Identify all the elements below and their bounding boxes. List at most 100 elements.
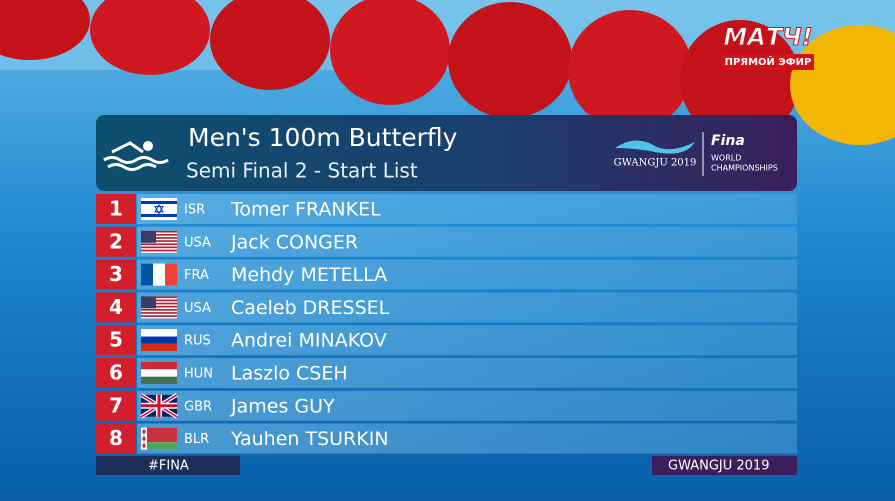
flag-part	[141, 249, 177, 252]
start-list-row: 3 FRA Mehdy METELLA	[96, 259, 797, 290]
athlete-name: Caeleb DRESSEL	[231, 297, 390, 319]
athlete-name: Jack CONGER	[230, 231, 358, 253]
lane-box	[96, 325, 136, 356]
flag-part	[141, 296, 177, 299]
lane-number: 8	[109, 426, 123, 450]
row-background	[137, 226, 797, 257]
flag-part	[141, 263, 153, 286]
row-background	[137, 194, 797, 224]
flag-part	[141, 237, 177, 239]
flag-part	[141, 230, 156, 243]
footer: #FINA GWANGJU 2019	[96, 456, 797, 475]
channel-status: ПРЯМОЙ ЭФИР	[725, 55, 812, 68]
lane-number: 5	[109, 328, 123, 352]
flag-part	[141, 296, 156, 309]
row-background	[137, 259, 797, 290]
country-code: USA	[184, 235, 211, 250]
athlete-name: Laszlo CSEH	[231, 363, 348, 385]
row-background	[137, 292, 797, 323]
flag-part	[141, 394, 177, 417]
flag	[141, 362, 177, 384]
flag-part	[141, 299, 177, 302]
flag-part	[165, 263, 177, 286]
start-list-row: 5 RUS Andrei MINAKOV	[96, 325, 797, 356]
brand-line: CHAMPIONSHIPS	[711, 164, 778, 173]
start-list-row: 6 HUN Laszlo CSEH	[96, 358, 797, 388]
lane-number: 6	[109, 361, 123, 385]
flag-part	[141, 329, 177, 337]
athlete-name: Yauhen TSURKIN	[230, 428, 389, 450]
event-name: GWANGJU 2019	[614, 158, 697, 169]
row-background	[137, 325, 797, 356]
country-code: RUS	[184, 334, 211, 349]
flag-part	[141, 246, 177, 249]
flag-part	[142, 428, 146, 449]
lane-number: 1	[109, 197, 123, 221]
brand-line: WORLD	[711, 154, 741, 163]
row-background	[137, 390, 797, 421]
event-logo: GWANGJU 2019 Fina WORLD CHAMPIONSHIPS	[614, 132, 778, 176]
flag-part	[141, 214, 177, 217]
flag-part	[141, 302, 177, 305]
athlete-name: Andrei MINAKOV	[231, 330, 387, 352]
lane-box	[96, 390, 136, 421]
flag-part	[141, 343, 177, 352]
footer-left: #FINA	[148, 459, 189, 474]
flag-part	[141, 442, 177, 450]
lane-number: 2	[109, 229, 123, 253]
flag	[139, 393, 179, 419]
lane-rope	[0, 0, 895, 145]
flag-part	[141, 369, 177, 377]
flag	[141, 427, 177, 450]
flag	[141, 198, 177, 220]
country-code: HUN	[184, 367, 213, 382]
flag-part	[154, 203, 164, 215]
start-list-row: 8 BLR Yauhen TSURKIN	[96, 423, 797, 454]
flag-part	[141, 243, 177, 246]
flag-part	[153, 263, 165, 286]
start-list-row: 7 GBR James GUY	[96, 390, 797, 421]
lane-box	[96, 358, 136, 388]
lane-number: 3	[109, 262, 123, 286]
start-list-row: 1 ISR Tomer FRANKEL	[96, 194, 797, 224]
flag-part	[141, 240, 177, 242]
lane-box	[96, 423, 136, 454]
lane-box	[96, 226, 136, 257]
footer-right: GWANGJU 2019	[668, 459, 769, 474]
start-list-row: 2 USA Jack CONGER	[96, 226, 797, 257]
flag-part	[141, 312, 177, 314]
country-code: GBR	[184, 399, 212, 414]
athlete-name: James GUY	[230, 395, 335, 417]
start-list-row: 4 USA Caeleb DRESSEL	[96, 292, 797, 323]
country-code: FRA	[184, 268, 209, 283]
lane-box	[96, 194, 136, 224]
title: Men's 100m Butterfly	[188, 123, 458, 152]
athlete-name: Mehdy METELLA	[231, 264, 387, 286]
row-background	[137, 423, 797, 454]
athlete-name: Tomer FRANKEL	[230, 199, 381, 221]
lane-box	[96, 292, 136, 323]
lane-number: 7	[109, 393, 123, 417]
flag-part	[141, 230, 177, 233]
flag-part	[141, 305, 177, 308]
channel-logo: МАТЧ! ПРЯМОЙ ЭФИР	[722, 23, 814, 70]
country-code: BLR	[184, 432, 209, 447]
flag-part	[141, 315, 177, 317]
flag	[141, 329, 177, 352]
swim-icon	[103, 141, 169, 171]
flag-part	[141, 376, 177, 384]
lane-box	[96, 259, 136, 290]
flag-part	[141, 233, 177, 236]
flag-part	[141, 362, 177, 370]
country-code: ISR	[184, 203, 205, 218]
lane-number: 4	[109, 295, 123, 319]
subtitle: Semi Final 2 - Start List	[186, 159, 418, 183]
channel-name: МАТЧ!	[723, 23, 812, 51]
country-code: USA	[184, 301, 211, 316]
flag-part	[141, 201, 177, 204]
flag	[141, 230, 177, 253]
header: Men's 100m Butterfly Semi Final 2 - Star…	[96, 115, 797, 191]
flag-part	[141, 427, 177, 443]
